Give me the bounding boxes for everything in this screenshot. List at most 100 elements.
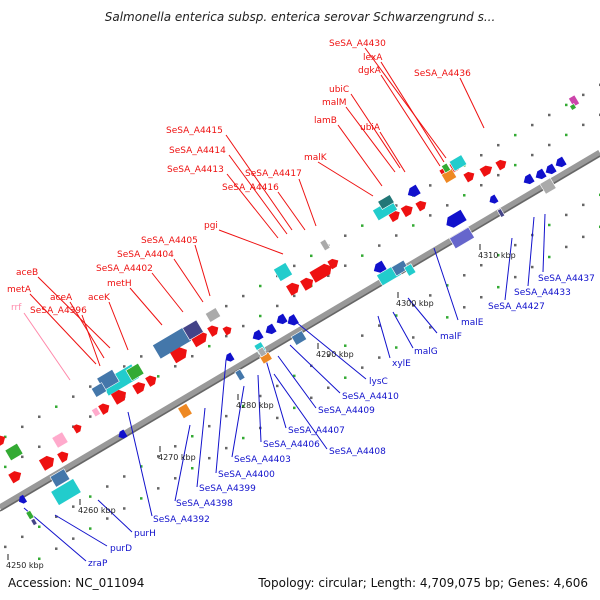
track-dot — [497, 143, 500, 147]
gene-label-sesa-a4416[interactable]: SeSA_A4416 — [222, 183, 279, 193]
gene-label-purh[interactable]: purH — [134, 529, 156, 539]
connector-line — [29, 293, 97, 365]
gene-label-dgka[interactable]: dgkA — [358, 66, 382, 76]
gene-label-malg[interactable]: malG — [414, 347, 438, 357]
track-dot — [208, 424, 211, 428]
gene-label-lysc[interactable]: lysC — [369, 377, 388, 387]
gene-label-sesa-a4410[interactable]: SeSA_A4410 — [342, 392, 399, 402]
gene-label-sesa-a4396[interactable]: SeSA_A4396 — [30, 306, 87, 316]
track-dot — [327, 274, 330, 278]
gene-block — [440, 162, 452, 174]
forward-gene-arrow — [72, 424, 82, 434]
gene-label-sesa-a4427[interactable]: SeSA_A4427 — [488, 302, 545, 312]
forward-gene-arrow — [207, 325, 219, 337]
track-dot — [174, 477, 177, 480]
gene-block — [256, 346, 268, 358]
gene-label-acea[interactable]: aceA — [50, 293, 73, 303]
track-dot — [531, 123, 534, 127]
gene-label-sesa-a4407[interactable]: SeSA_A4407 — [288, 426, 345, 436]
track-dot — [582, 235, 585, 239]
gene-label-sesa-a4392[interactable]: SeSA_A4392 — [153, 515, 210, 525]
gene-label-sesa-a4413[interactable]: SeSA_A4413 — [167, 165, 224, 175]
gene-label-sesa-a4414[interactable]: SeSA_A4414 — [169, 146, 226, 156]
gene-block — [125, 362, 145, 382]
track-dot — [344, 234, 347, 237]
connector-line — [277, 355, 317, 409]
gene-label-xyle[interactable]: xylE — [392, 359, 411, 369]
gene-label-sesa-a4398[interactable]: SeSA_A4398 — [176, 499, 233, 509]
reverse-gene-arrow — [18, 494, 28, 504]
track-dot — [310, 254, 313, 258]
gene-label-sesa-a4408[interactable]: SeSA_A4408 — [329, 447, 386, 457]
gene-label-sesa-a4415[interactable]: SeSA_A4415 — [166, 126, 223, 136]
gene-label-male[interactable]: malE — [461, 318, 484, 328]
gene-label-zrap[interactable]: zraP — [88, 559, 108, 569]
gene-label-malf[interactable]: malF — [440, 332, 462, 342]
gene-label-meth[interactable]: metH — [107, 279, 132, 289]
connector-line — [379, 131, 406, 173]
track-dot — [412, 224, 415, 227]
gene-label-acek[interactable]: aceK — [88, 293, 111, 303]
track-dot — [72, 395, 75, 398]
track-dot — [327, 354, 330, 358]
track-dot — [480, 295, 483, 299]
track-dot — [548, 223, 551, 227]
track-dot — [548, 255, 551, 259]
reverse-labels: SeSA_A4437 SeSA_A4433 SeSA_A4427 malE ma… — [88, 274, 595, 569]
gene-block — [449, 226, 475, 250]
track-dot — [514, 163, 517, 167]
gene-label-sesa-a4433[interactable]: SeSA_A4433 — [514, 288, 571, 298]
gene-label-lexa[interactable]: lexA — [363, 53, 383, 63]
gene-label-rrf[interactable]: rrf — [11, 303, 22, 313]
gene-label-sesa-a4430[interactable]: SeSA_A4430 — [329, 39, 386, 49]
gene-block — [182, 319, 204, 341]
gene-label-sesa-a4400[interactable]: SeSA_A4400 — [218, 470, 275, 480]
gene-block — [25, 509, 35, 521]
reverse-gene-arrow — [446, 209, 467, 228]
gene-label-sesa-a4403[interactable]: SeSA_A4403 — [234, 455, 291, 465]
track-dot — [361, 254, 364, 257]
gene-label-sesa-a4405[interactable]: SeSA_A4405 — [141, 236, 198, 246]
track-dot — [242, 404, 245, 408]
reverse-gene-arrow — [489, 194, 499, 204]
gene-label-pgi[interactable]: pgi — [204, 221, 218, 231]
gene-label-ubia[interactable]: ubiA — [360, 123, 381, 133]
accession-text: Accession: NC_011094 — [8, 576, 145, 590]
gene-label-purd[interactable]: purD — [110, 544, 132, 554]
track-dot — [361, 366, 364, 369]
track-dot — [242, 294, 245, 298]
gene-block — [49, 468, 71, 488]
gene-label-sesa-a4417[interactable]: SeSA_A4417 — [245, 169, 302, 179]
gene-label-aceb[interactable]: aceB — [16, 268, 38, 278]
track-dot — [242, 324, 245, 328]
track-dot — [89, 385, 92, 388]
connector-line — [407, 297, 438, 334]
gene-label-sesa-a4436[interactable]: SeSA_A4436 — [414, 69, 471, 79]
gene-label-sesa-a4404[interactable]: SeSA_A4404 — [117, 250, 174, 260]
gene-label-lamb[interactable]: lamB — [314, 116, 337, 126]
gene-label-ubic[interactable]: ubiC — [329, 85, 349, 95]
gene-label-sesa-a4402[interactable]: SeSA_A4402 — [96, 264, 153, 274]
gene-label-sesa-a4406[interactable]: SeSA_A4406 — [263, 440, 320, 450]
gene-label-sesa-a4409[interactable]: SeSA_A4409 — [318, 406, 375, 416]
track-dot — [344, 264, 347, 267]
gene-label-sesa-a4399[interactable]: SeSA_A4399 — [199, 484, 256, 494]
gene-block — [4, 442, 24, 462]
track-dot — [21, 535, 24, 539]
connector-line — [345, 106, 396, 173]
connector-line — [228, 154, 288, 235]
gene-label-meta[interactable]: metA — [7, 285, 32, 295]
gene-label-malm[interactable]: malM — [322, 98, 347, 108]
gene-block — [448, 154, 468, 172]
gene-label-malk[interactable]: malK — [304, 153, 328, 163]
track-dot — [89, 527, 92, 530]
connector-line — [273, 373, 328, 450]
reverse-gene-arrow — [252, 329, 264, 341]
track-dot — [361, 224, 364, 227]
track-dot — [548, 113, 551, 117]
track-dot — [276, 384, 279, 388]
reverse-gene-arrow — [276, 313, 288, 325]
gene-label-sesa-a4437[interactable]: SeSA_A4437 — [538, 274, 595, 284]
gene-block — [273, 262, 293, 282]
forward-gene-arrow — [98, 403, 110, 415]
